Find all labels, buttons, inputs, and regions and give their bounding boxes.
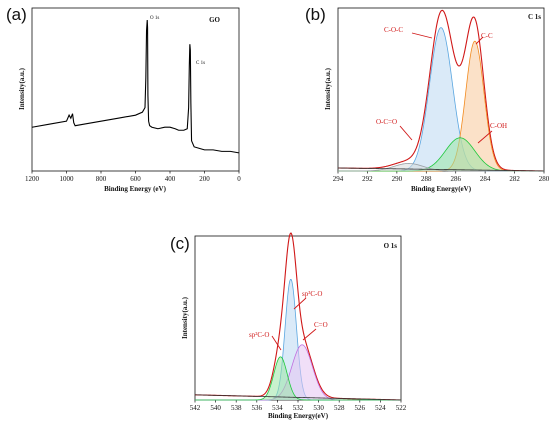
x-tick-label: 290 [392, 175, 403, 183]
chart-a-xlabel: Binding Energy (eV) [104, 185, 167, 193]
chart-c-series [194, 232, 402, 401]
x-tick-label: 540 [210, 404, 221, 412]
chart-b-xlabel: Binding Energy(eV) [411, 185, 472, 193]
panel-label-c: (c) [170, 234, 190, 253]
x-tick-label: 538 [231, 404, 242, 412]
x-tick-label: 400 [165, 175, 176, 183]
annotation-coh: C-OH [490, 122, 507, 130]
chart-c: 542 540 538 536 534 532 530 528 526 524 522 O 1s B… [181, 232, 407, 420]
annotation-coc: C-O-C [384, 26, 403, 34]
series-line [195, 356, 401, 401]
chart-c-x-ticks: 542 540 538 536 534 532 530 528 526 524 522 [190, 400, 407, 412]
x-tick-label: 526 [355, 404, 366, 412]
x-tick-label: 284 [480, 175, 491, 183]
arrow-coh [477, 130, 493, 144]
chart-a-x-ticks: 1200 1000 800 600 400 200 0 [25, 171, 241, 183]
series-line [337, 167, 545, 172]
chart-a-series [31, 20, 240, 154]
x-tick-label: 294 [333, 175, 344, 183]
x-tick-label: 530 [313, 404, 324, 412]
x-tick-label: 524 [375, 404, 386, 412]
x-tick-label: 288 [421, 175, 432, 183]
x-tick-label: 534 [272, 404, 283, 412]
series-fill [338, 137, 544, 171]
chart-a-title: GO [209, 16, 220, 24]
annotation-ocoo: O-C=O [376, 118, 397, 126]
x-tick-label: 800 [96, 175, 107, 183]
panel-label-b: (b) [305, 5, 326, 24]
chart-a-frame [31, 7, 240, 172]
arrow-ocoo [399, 125, 413, 141]
x-tick-label: 280 [539, 175, 550, 183]
chart-b: 294 292 290 288 286 284 282 280 C 1s Binding En… [324, 7, 550, 193]
chart-a: 1200 1000 800 600 400 200 0 GO O 1s C 1s Bindi… [18, 7, 241, 193]
chart-c-xlabel: Binding Energy(eV) [268, 412, 329, 420]
chart-b-ylabel: Intensity(a.u.) [324, 67, 332, 110]
annotation-cc: C-C [481, 32, 493, 40]
x-tick-label: 542 [190, 404, 201, 412]
x-tick-label: 528 [334, 404, 345, 412]
arrow-coc [411, 32, 433, 39]
chart-b-title: C 1s [528, 13, 541, 21]
x-tick-label: 286 [450, 175, 461, 183]
arrow-sp2 [271, 335, 282, 351]
x-tick-label: 600 [130, 175, 141, 183]
annotation-co: C=O [314, 321, 328, 329]
x-tick-label: 292 [362, 175, 373, 183]
series-fill [195, 344, 401, 400]
arrow-co [302, 328, 317, 341]
x-tick-label: 1200 [25, 175, 40, 183]
x-tick-label: 522 [396, 404, 407, 412]
annotation-sp3: sp³C-O [302, 290, 322, 298]
panel-label-a: (a) [6, 5, 27, 24]
chart-a-ylabel: Intensity(a.u.) [18, 67, 26, 110]
annotation-sp2: sp²C-O [249, 331, 269, 339]
arrow-cc [475, 36, 484, 45]
chart-a-peak-label-c1s: C 1s [196, 61, 205, 66]
x-tick-label: 200 [199, 175, 210, 183]
chart-a-peak-label-o1s: O 1s [150, 16, 159, 21]
chart-b-x-ticks: 294 292 290 288 286 284 282 280 [333, 171, 550, 183]
series-line [194, 394, 402, 401]
x-tick-label: 1000 [60, 175, 75, 183]
x-tick-label: 282 [509, 175, 520, 183]
chart-c-title: O 1s [384, 242, 398, 250]
x-tick-label: 0 [237, 175, 241, 183]
arrow-sp3 [293, 297, 307, 310]
series-line [338, 163, 544, 172]
chart-b-series [337, 9, 545, 172]
x-tick-label: 532 [293, 404, 304, 412]
series-fill [338, 27, 544, 172]
series-line [31, 20, 240, 154]
x-tick-label: 536 [252, 404, 263, 412]
chart-c-ylabel: Intensity(a.u.) [181, 296, 189, 339]
